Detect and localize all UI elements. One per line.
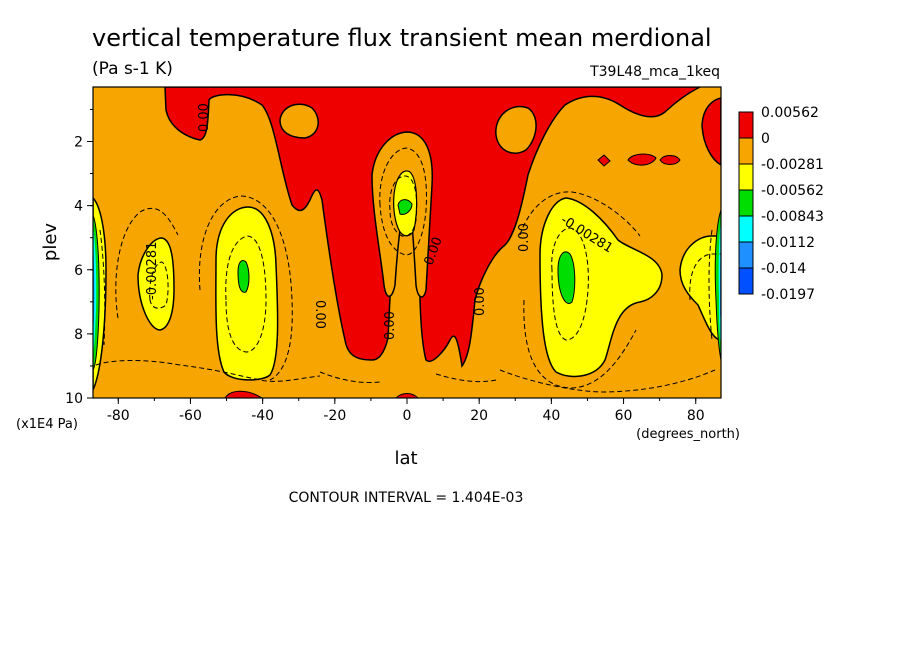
fill-green-south (237, 259, 250, 293)
dataset-label: T39L48_mca_1keq (589, 64, 720, 80)
fill-red-dot-1 (597, 154, 611, 167)
contour-line (689, 253, 721, 301)
y-axis-title: plev (40, 223, 61, 262)
contour-line (225, 235, 267, 353)
contour-label: 0.00 (312, 300, 327, 329)
fill-yellow-south-1 (137, 237, 175, 331)
chart-title: vertical temperature flux transient mean… (92, 24, 712, 52)
colorbar-swatch (738, 111, 754, 139)
y-tick-label: 2 (74, 135, 83, 151)
colorbar-label: -0.00281 (761, 157, 824, 173)
fill-island-equator (371, 131, 433, 298)
contour-interval-note: CONTOUR INTERVAL = 1.404E-03 (289, 490, 524, 506)
fill-yellow-south-2 (215, 206, 279, 381)
colorbar-swatch (738, 267, 754, 295)
fill-yellow-north-1 (539, 197, 663, 378)
x-tick-label: 0 (403, 408, 412, 424)
x-tick-label: -20 (323, 408, 346, 424)
colorbar-label: -0.0197 (761, 287, 815, 303)
colorbar: 0.00562 0 -0.00281 -0.00562 -0.00843 -0.0112 -… (738, 105, 824, 303)
contour-label: -0.00281 (145, 242, 160, 300)
contour-label: 0.00 (383, 311, 398, 340)
contour-line (499, 369, 716, 393)
x-tick-label: 80 (687, 408, 705, 424)
contour-line (95, 360, 321, 382)
contour-line (551, 227, 589, 341)
contour-line (389, 175, 418, 237)
contour-label: 0.00 (473, 287, 488, 316)
colorbar-label: 0.00562 (761, 105, 819, 121)
x-tick-label: -40 (251, 408, 274, 424)
contour-line (149, 261, 169, 309)
contour-label: 0.00 (517, 223, 532, 252)
colorbar-label: -0.0112 (761, 235, 815, 251)
contour-line (99, 229, 106, 346)
fill-positive-right-edge (701, 97, 721, 166)
fill-island-1 (279, 103, 319, 139)
dashed-contours (95, 147, 721, 393)
fill-green-equator (397, 199, 413, 215)
colorbar-label: -0.014 (761, 261, 806, 277)
x-tick-label: 60 (615, 408, 633, 424)
colorbar-swatch (738, 137, 754, 165)
contour-line (519, 191, 641, 237)
colorbar-label: -0.00843 (761, 209, 824, 225)
colorbar-label: -0.00562 (761, 183, 824, 199)
x-tick-label: 20 (470, 408, 488, 424)
fill-yellow-north-2 (679, 235, 721, 341)
contour-line (708, 229, 713, 341)
x-axis: -80 -60 -40 -20 0 20 40 60 80 (107, 398, 705, 424)
x-axis-title: lat (394, 448, 417, 469)
y-tick-label: 8 (74, 327, 83, 343)
colorbar-swatch (738, 189, 754, 217)
colorbar-swatch (738, 241, 754, 269)
fill-red-dot-3 (659, 155, 681, 165)
fill-green-north (557, 251, 576, 304)
contour-line (523, 299, 637, 389)
y-axis-units: (x1E4 Pa) (16, 417, 78, 432)
colorbar-swatch (738, 215, 754, 243)
colorbar-label: 0 (761, 131, 770, 147)
contour-label: 0.00 (197, 103, 212, 132)
fill-island-2 (495, 105, 537, 154)
x-tick-label: 40 (542, 408, 560, 424)
contour-line (379, 147, 427, 256)
contour-line (319, 371, 381, 383)
y-tick-label: 6 (74, 263, 83, 279)
contour-line (115, 207, 179, 319)
x-tick-label: -80 (107, 408, 130, 424)
x-tick-label: -60 (179, 408, 202, 424)
y-tick-label: 10 (65, 391, 83, 407)
y-tick-label: 4 (74, 199, 83, 215)
fill-red-dot-2 (627, 153, 657, 166)
plot-area (92, 86, 722, 399)
x-axis-units: (degrees_north) (636, 427, 740, 442)
colorbar-swatch (738, 163, 754, 191)
fill-cyan-west-edge (93, 225, 97, 355)
y-axis: 2 4 6 8 10 (65, 108, 93, 407)
units-label: (Pa s-1 K) (92, 59, 173, 79)
